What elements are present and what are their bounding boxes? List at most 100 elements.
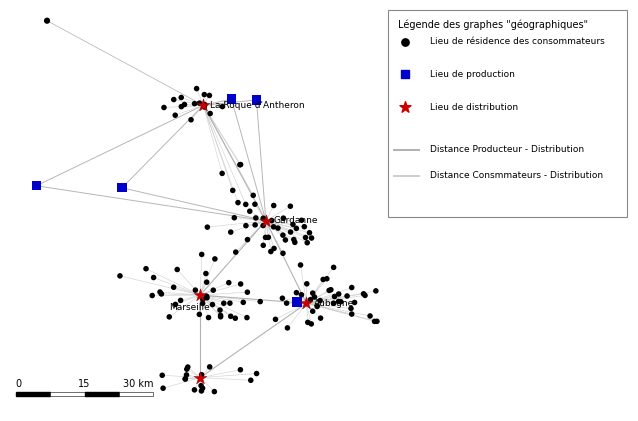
Point [326, 286, 336, 293]
Point [285, 203, 295, 210]
Point [280, 237, 290, 243]
Point [263, 234, 274, 241]
Point [175, 297, 186, 304]
Point [334, 298, 344, 305]
Point [334, 290, 344, 297]
Point [202, 293, 212, 300]
Point [210, 256, 220, 262]
Point [141, 265, 151, 272]
Point [308, 308, 318, 314]
Point [309, 294, 320, 301]
Point [198, 385, 208, 392]
FancyBboxPatch shape [389, 10, 627, 217]
Text: Lieu de résidence des consommateurs: Lieu de résidence des consommateurs [430, 37, 605, 46]
Text: Gardanne: Gardanne [273, 216, 318, 225]
Point [281, 300, 292, 306]
Point [288, 236, 299, 243]
Point [190, 287, 200, 293]
Point [216, 313, 226, 320]
Point [306, 296, 316, 303]
Point [292, 289, 302, 296]
Point [322, 275, 332, 282]
Point [267, 217, 277, 224]
Point [235, 281, 246, 288]
Text: La Roque d'Antheron: La Roque d'Antheron [209, 101, 304, 110]
Point [258, 215, 269, 221]
Point [228, 187, 238, 194]
Point [117, 184, 127, 191]
Point [346, 311, 357, 317]
Point [336, 298, 346, 305]
Point [197, 371, 207, 378]
Point [297, 291, 307, 298]
Point [329, 264, 339, 271]
Point [156, 290, 167, 297]
Point [218, 103, 228, 110]
Point [207, 301, 218, 308]
Point [285, 229, 295, 235]
Point [251, 215, 261, 221]
Point [400, 104, 410, 111]
Point [312, 303, 322, 310]
Point [198, 102, 209, 109]
Point [226, 313, 236, 320]
Point [230, 315, 241, 322]
Point [302, 319, 313, 326]
Point [157, 372, 167, 378]
Point [359, 290, 369, 297]
Point [283, 325, 293, 331]
Point [195, 292, 205, 298]
Point [269, 224, 279, 230]
Point [201, 270, 211, 277]
Point [302, 280, 312, 287]
Point [170, 301, 181, 308]
Point [197, 388, 207, 394]
Point [329, 300, 339, 306]
Text: Distance Consmmateurs - Distribution: Distance Consmmateurs - Distribution [430, 171, 604, 181]
Point [217, 170, 227, 177]
Point [229, 214, 239, 221]
Point [180, 376, 190, 382]
Point [195, 100, 205, 107]
Point [346, 284, 357, 291]
Point [288, 221, 298, 228]
Point [278, 232, 288, 239]
Point [179, 101, 189, 108]
Point [170, 112, 181, 119]
Point [200, 101, 210, 108]
Point [242, 314, 252, 321]
Point [198, 296, 208, 303]
Point [265, 248, 276, 255]
Point [295, 261, 306, 268]
Point [278, 295, 288, 301]
Bar [16, 392, 50, 396]
Point [194, 311, 204, 318]
Point [158, 385, 168, 392]
Point [304, 229, 315, 236]
Text: Aubagne: Aubagne [314, 299, 354, 308]
Point [235, 366, 246, 373]
Point [242, 289, 253, 296]
Point [306, 320, 316, 327]
Point [196, 382, 206, 389]
Point [244, 208, 255, 215]
Point [202, 279, 212, 285]
Point [172, 266, 182, 273]
Point [155, 289, 165, 296]
Point [306, 234, 316, 241]
Point [255, 298, 265, 305]
Point [233, 199, 243, 206]
Point [400, 71, 410, 78]
Point [238, 299, 248, 306]
Text: Légende des graphes "géographiques": Légende des graphes "géographiques" [397, 19, 588, 30]
Point [360, 292, 370, 299]
Point [176, 94, 186, 101]
Point [315, 297, 325, 304]
Point [299, 223, 309, 230]
Point [182, 364, 193, 370]
Point [199, 104, 209, 110]
Point [195, 374, 205, 381]
Point [250, 221, 260, 228]
Bar [50, 392, 84, 396]
Point [168, 96, 179, 103]
